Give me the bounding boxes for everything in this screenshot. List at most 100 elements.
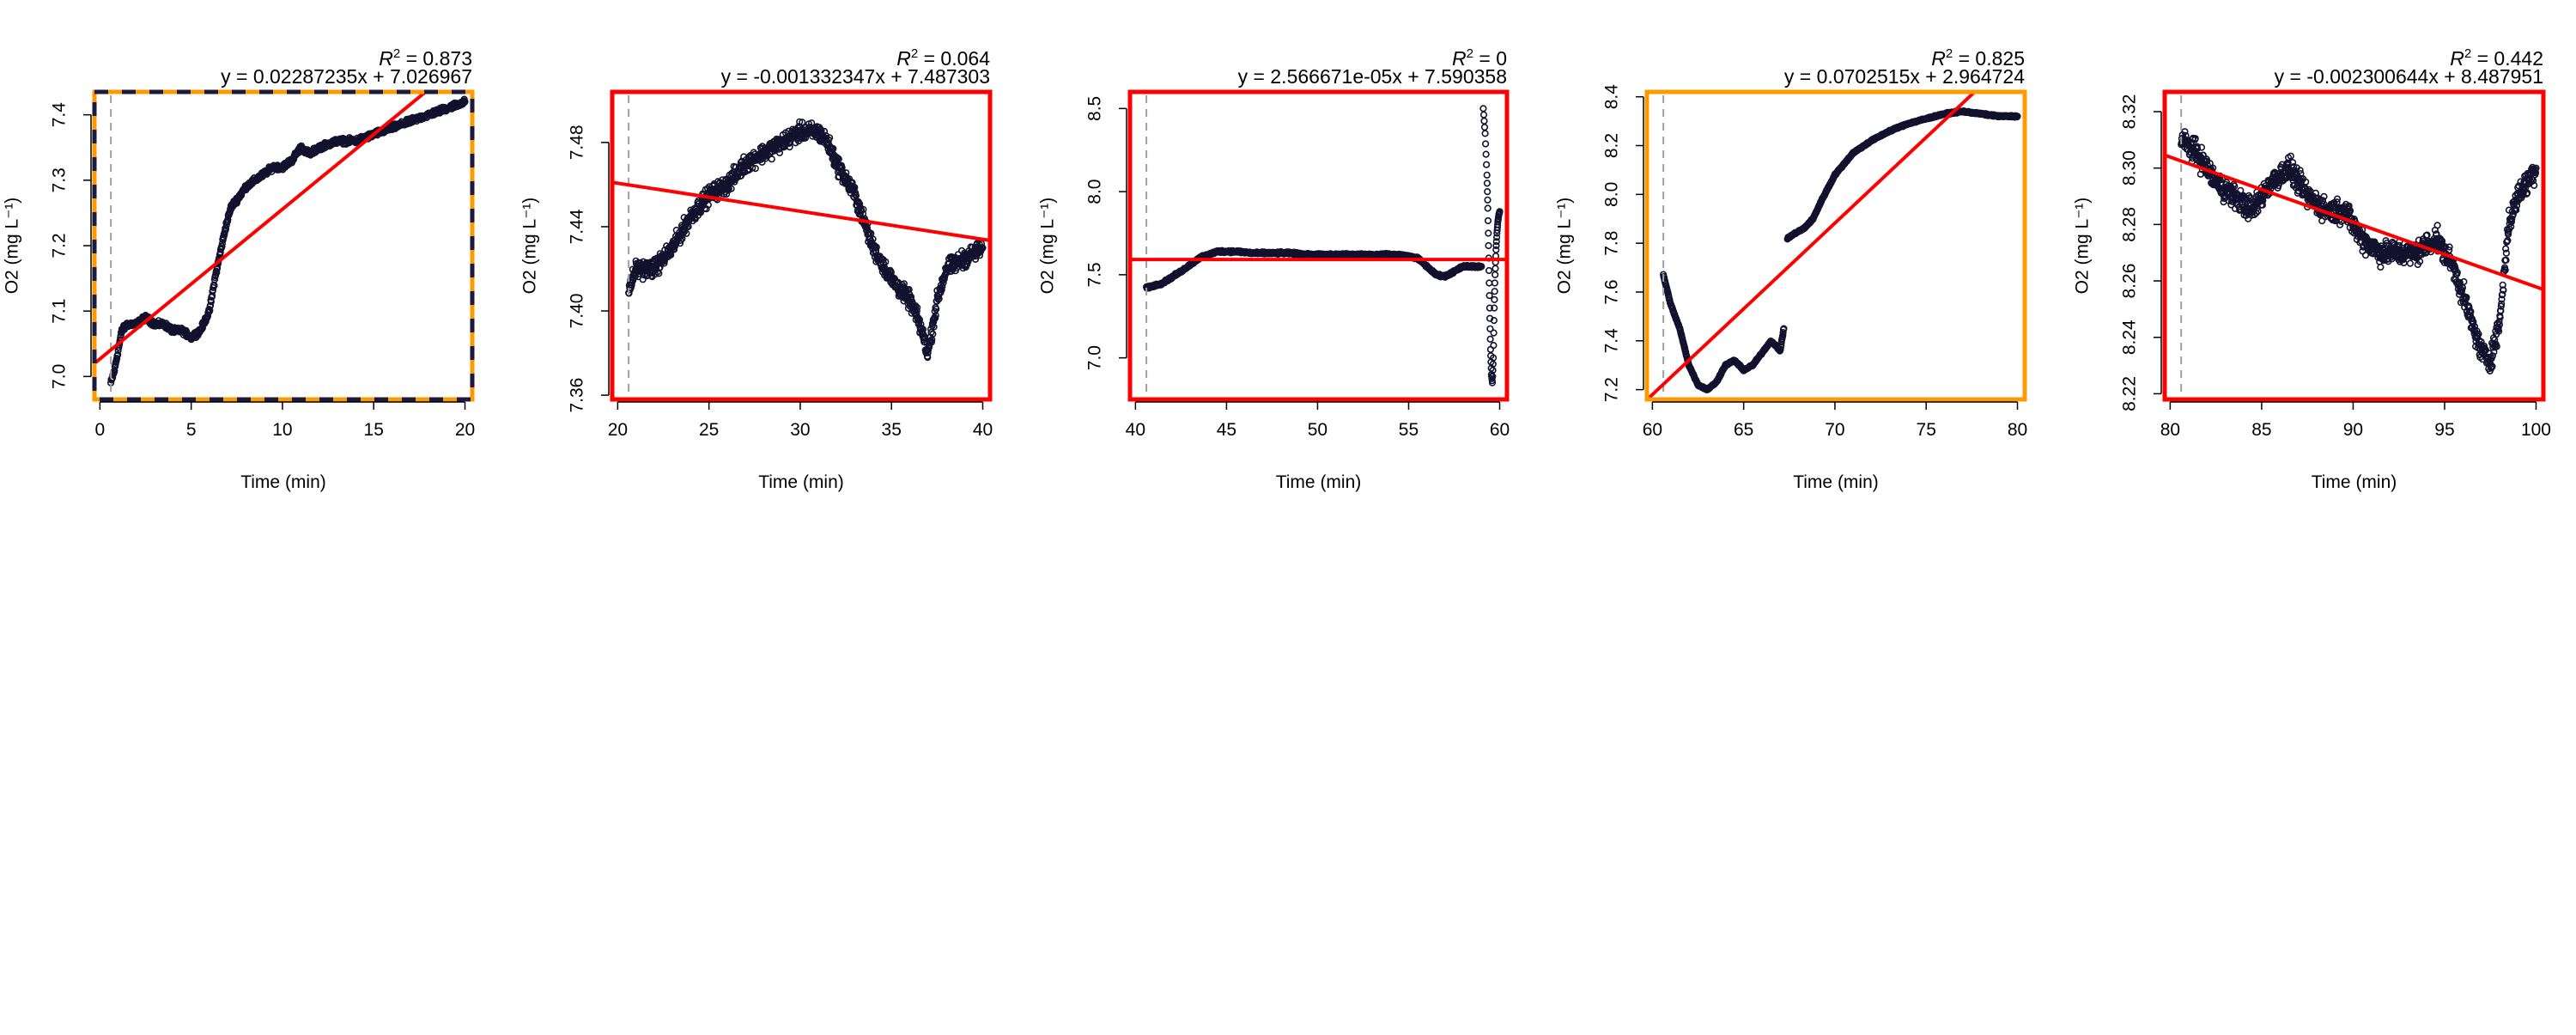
data-point <box>1487 337 1493 343</box>
data-point <box>1481 112 1487 118</box>
x-tick-label: 40 <box>1126 420 1145 440</box>
x-tick-label: 20 <box>455 420 475 440</box>
data-point <box>1492 280 1498 286</box>
regression-line <box>94 53 472 363</box>
x-tick-label: 60 <box>1643 420 1662 440</box>
x-axis-label: Time (min) <box>758 472 844 492</box>
data-point <box>1481 119 1487 125</box>
data-point <box>769 156 775 162</box>
data-point <box>1486 293 1492 299</box>
x-axis: 0 5 10 15 20 Time (min) <box>95 402 476 492</box>
y-tick-label: 8.0 <box>1085 180 1105 204</box>
data-point <box>1492 289 1498 295</box>
fit-equation: y = -0.001332347x + 7.487303 <box>721 65 990 88</box>
plot-frame-dash <box>94 92 472 399</box>
data-point <box>1485 243 1492 249</box>
x-tick-label: 0 <box>95 420 106 440</box>
data-point <box>1482 125 1488 131</box>
y-tick-label: 7.0 <box>1085 345 1105 370</box>
y-tick-label: 8.0 <box>1602 182 1622 207</box>
data-point <box>1480 106 1486 112</box>
x-tick-label: 40 <box>973 420 993 440</box>
data-point <box>1492 297 1498 303</box>
data-points <box>626 119 986 361</box>
x-tick-label: 20 <box>608 420 628 440</box>
data-point <box>1491 330 1497 336</box>
y-tick-label: 7.1 <box>50 299 70 324</box>
y-tick-label: 7.6 <box>1602 279 1622 304</box>
plot-frame <box>1647 92 2025 399</box>
fit-equation: y = 0.0702515x + 2.964724 <box>1784 65 2025 88</box>
y-tick-label: 7.36 <box>568 378 587 413</box>
fit-equation: y = 0.02287235x + 7.026967 <box>221 65 472 88</box>
x-axis: 20 25 30 35 40 Time (min) <box>608 402 993 492</box>
data-point <box>1486 268 1492 274</box>
fit-equation: y = 2.566671e-05x + 7.590358 <box>1238 65 1507 88</box>
y-tick-label: 7.3 <box>50 167 70 192</box>
y-tick-label: 7.8 <box>1602 231 1622 256</box>
x-tick-label: 75 <box>1917 420 1936 440</box>
x-tick-label: 35 <box>882 420 902 440</box>
data-point <box>1482 131 1488 137</box>
regression-line <box>1647 45 2025 399</box>
data-point <box>1483 141 1489 147</box>
data-point <box>1484 161 1490 167</box>
data-point <box>1485 218 1492 224</box>
data-point <box>1491 343 1497 349</box>
regression-line <box>612 182 990 240</box>
x-axis-label: Time (min) <box>240 472 326 492</box>
data-point <box>1486 280 1492 286</box>
data-point <box>1485 205 1491 211</box>
y-tick-label: 7.4 <box>50 102 70 128</box>
y-axis-label: O2 (mg L⁻¹) <box>1038 198 1058 295</box>
plot-frame <box>94 92 472 399</box>
y-axis-label: O2 (mg L⁻¹) <box>520 198 540 295</box>
x-tick-label: 10 <box>272 420 292 440</box>
y-tick-label: 7.2 <box>1602 377 1622 402</box>
data-points <box>1661 108 2020 393</box>
y-tick-label: 7.0 <box>50 364 70 389</box>
fit-equation: y = -0.002300644x + 8.487951 <box>2275 65 2543 88</box>
y-axis: 7.27.47.67.88.08.28.4O2 (mg L⁻¹) <box>1555 84 1643 402</box>
x-tick-label: 45 <box>1217 420 1236 440</box>
y-tick-label: 7.5 <box>1085 262 1105 287</box>
x-tick-label: 25 <box>699 420 719 440</box>
y-tick-label: 7.48 <box>568 125 587 160</box>
x-tick-label: 60 <box>1490 420 1510 440</box>
x-axis-label: Time (min) <box>1276 472 1362 492</box>
data-point <box>1485 198 1491 204</box>
x-tick-label: 5 <box>186 420 197 440</box>
y-tick-label: 7.2 <box>50 233 70 258</box>
data-point <box>1483 151 1489 157</box>
y-tick-label: 7.40 <box>568 294 587 329</box>
y-tick-label: 7.44 <box>568 209 587 244</box>
y-axis-label: O2 (mg L⁻¹) <box>3 198 22 295</box>
y-axis-label: O2 (mg L⁻¹) <box>1555 198 1575 295</box>
data-point <box>1484 173 1490 179</box>
data-point <box>1485 189 1491 195</box>
y-tick-label: 7.4 <box>1602 328 1622 354</box>
data-point <box>1492 265 1498 271</box>
x-tick-label: 70 <box>1825 420 1844 440</box>
data-point <box>2363 253 2369 259</box>
y-axis: 7.07.58.08.5O2 (mg L⁻¹) <box>1038 96 1127 370</box>
data-points <box>108 96 468 386</box>
x-tick-label: 65 <box>1734 420 1753 440</box>
y-axis: 7.0 7.1 7.2 7.3 7.4 O2 (mg L⁻¹) <box>3 102 91 389</box>
data-points <box>1144 106 1503 386</box>
data-points <box>2178 129 2539 374</box>
y-axis: 7.36 7.40 7.44 7.48 O2 (mg L⁻¹) <box>520 125 609 412</box>
y-tick-label: 8.2 <box>1602 133 1622 158</box>
x-tick-label: 15 <box>364 420 384 440</box>
x-tick-label: 30 <box>790 420 810 440</box>
data-point <box>1485 230 1492 236</box>
x-tick-label: 80 <box>2008 420 2027 440</box>
